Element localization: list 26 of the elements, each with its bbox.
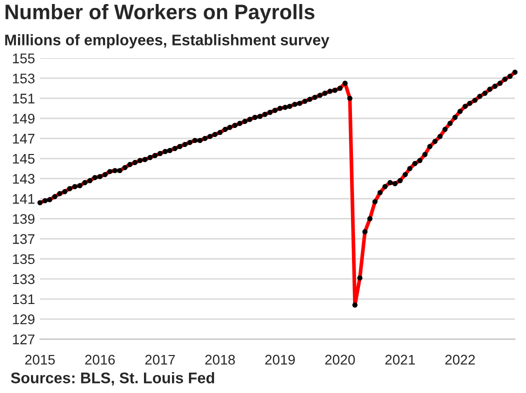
x-tick-label: 2016 <box>85 354 115 365</box>
y-tick-label: 145 <box>13 154 35 164</box>
x-tick-label: 2018 <box>205 354 235 365</box>
y-tick-label: 153 <box>13 74 35 84</box>
y-tick-label: 149 <box>13 114 34 124</box>
x-tick-label: 2021 <box>385 354 415 365</box>
x-tick-label: 2019 <box>265 354 295 365</box>
x-tick-label: 2022 <box>445 354 475 365</box>
y-tick-label: 143 <box>13 174 35 184</box>
x-tick-label: 2017 <box>145 354 175 365</box>
chart-title: Number of Workers on Payrolls <box>6 4 314 24</box>
y-tick-label: 129 <box>13 314 34 324</box>
y-tick-label: 135 <box>13 254 35 264</box>
y-tick-label: 127 <box>13 334 34 344</box>
y-tick-label: 151 <box>13 94 34 104</box>
y-tick-label: 141 <box>13 194 34 204</box>
y-tick-label: 147 <box>13 134 34 144</box>
y-tick-label: 133 <box>13 274 35 284</box>
source-note: Sources: BLS, St. Louis Fed <box>10 372 214 386</box>
chart-subtitle: Millions of employees, Establishment survey <box>5 34 330 48</box>
y-tick-label: 139 <box>13 214 34 224</box>
y-tick-label: 131 <box>13 294 34 304</box>
x-tick-label: 2015 <box>25 354 55 365</box>
y-tick-label: 155 <box>13 54 35 64</box>
x-tick-label: 2020 <box>325 354 355 365</box>
y-tick-label: 137 <box>13 234 34 244</box>
